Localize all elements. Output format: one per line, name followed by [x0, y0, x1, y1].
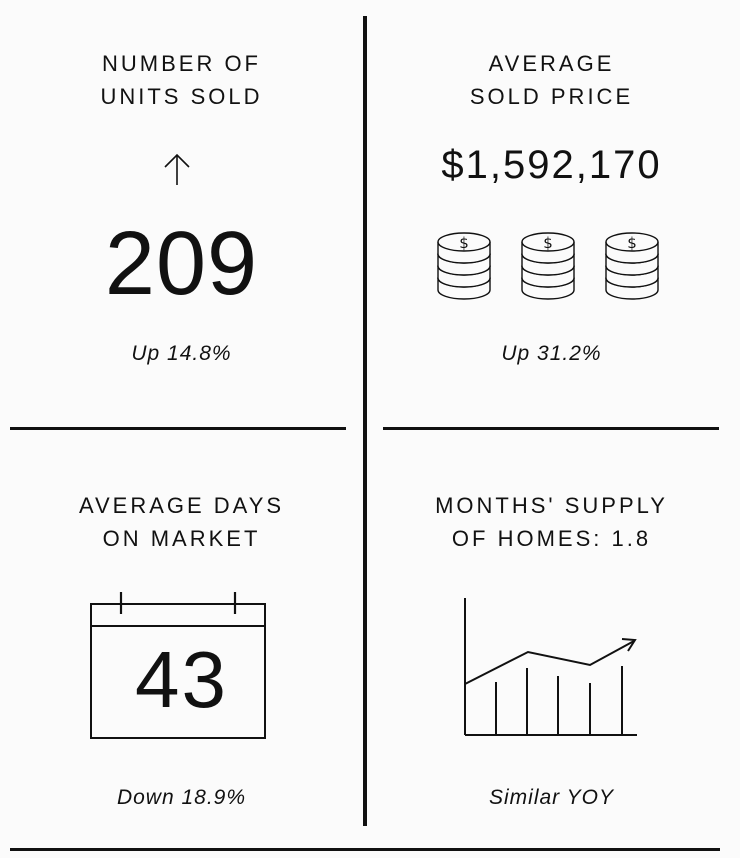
months-supply-label: MONTHS' SUPPLY OF HOMES: 1.8 [435, 493, 668, 551]
calendar-icon [90, 592, 266, 739]
svg-text:$: $ [459, 234, 469, 252]
horizontal-divider-right [383, 427, 719, 430]
units-sold-change: Up 14.8% [131, 342, 232, 365]
avg-price-value: $1,592,170 [441, 143, 662, 187]
coin-stacks-icon: $ [437, 232, 659, 300]
arrow-up-icon [164, 153, 190, 185]
avg-price-panel: AVERAGE SOLD PRICE $1,592,170 $ Up 31.2% [370, 0, 733, 427]
bottom-divider [10, 848, 720, 851]
months-supply-change: Similar YOY [489, 786, 614, 809]
trend-chart-icon [464, 598, 637, 736]
days-on-market-label: AVERAGE DAYS ON MARKET [78, 493, 285, 551]
avg-price-label: AVERAGE SOLD PRICE [469, 51, 634, 109]
units-sold-label: NUMBER OF UNITS SOLD [100, 51, 263, 109]
avg-price-change: Up 31.2% [501, 342, 602, 365]
months-supply-panel: MONTHS' SUPPLY OF HOMES: 1.8 Similar YOY [370, 430, 733, 848]
horizontal-divider-left [10, 427, 346, 430]
vertical-divider [363, 16, 367, 826]
units-sold-value: 209 [104, 214, 259, 314]
days-on-market-panel: AVERAGE DAYS ON MARKET 43 Down 18.9% [0, 430, 363, 848]
days-on-market-change: Down 18.9% [116, 786, 247, 809]
units-sold-panel: NUMBER OF UNITS SOLD 209 Up 14.8% [0, 0, 363, 427]
days-on-market-value: 43 [135, 635, 228, 724]
